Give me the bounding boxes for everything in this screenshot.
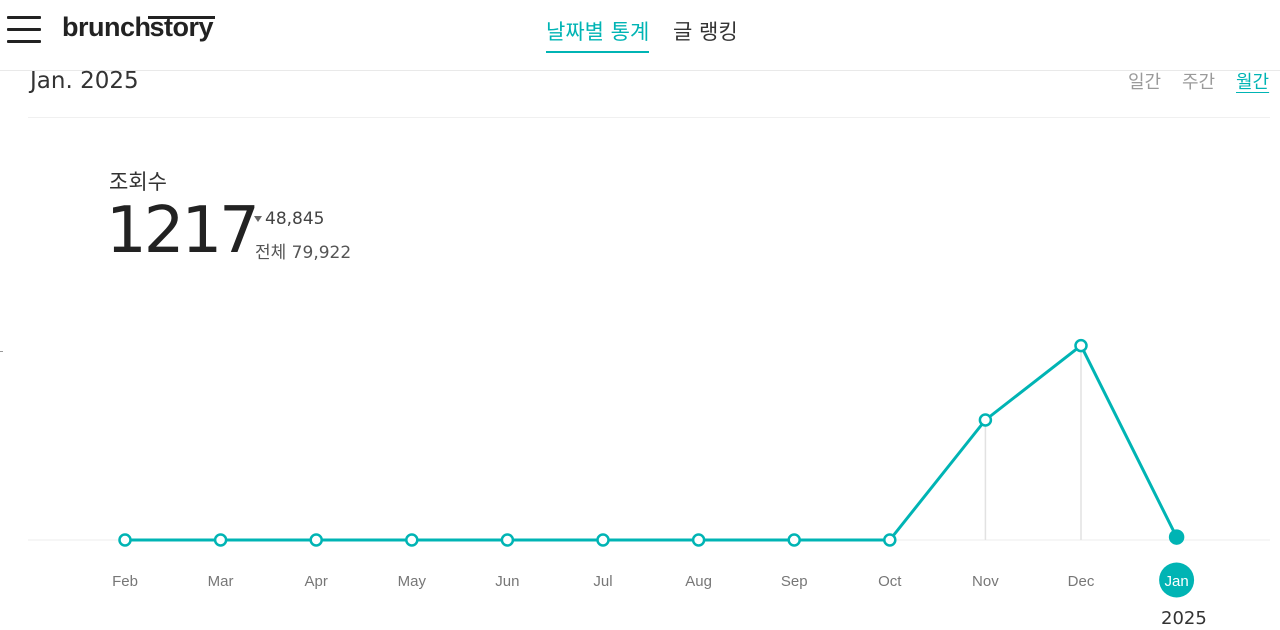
data-point-jul[interactable] xyxy=(596,533,610,547)
axis-tick-mark xyxy=(0,351,3,352)
data-point-sep[interactable] xyxy=(787,533,801,547)
data-point-apr[interactable] xyxy=(309,533,323,547)
data-point-jan[interactable] xyxy=(1168,529,1185,545)
x-axis-label-nov[interactable]: Nov xyxy=(972,573,999,590)
period-weekly[interactable]: 주간 xyxy=(1182,72,1216,93)
top-bar: brunchstory 날짜별 통계 글 랭킹 xyxy=(0,0,1280,71)
data-point-nov[interactable] xyxy=(978,413,993,427)
x-axis-label-oct[interactable]: Oct xyxy=(878,573,902,590)
views-label: 조회수 xyxy=(109,170,167,194)
x-axis-label-apr[interactable]: Apr xyxy=(305,573,328,590)
x-axis-label-may[interactable]: May xyxy=(398,573,427,590)
period-title: Jan. 2025 xyxy=(30,68,139,94)
data-point-may[interactable] xyxy=(405,533,419,547)
data-point-dec[interactable] xyxy=(1074,338,1088,353)
selected-month-badge[interactable] xyxy=(1159,562,1195,598)
divider xyxy=(28,117,1270,118)
x-axis-label-sep[interactable]: Sep xyxy=(781,573,808,590)
views-value: 1217 xyxy=(106,194,260,268)
data-point-oct[interactable] xyxy=(883,533,897,547)
data-point-jun[interactable] xyxy=(500,533,515,547)
logo-brunch-text: brunch xyxy=(62,12,151,42)
x-axis-label-jun[interactable]: Jun xyxy=(495,573,519,590)
year-label: 2025 xyxy=(1161,608,1207,629)
data-point-feb[interactable] xyxy=(118,533,132,547)
period-daily[interactable]: 일간 xyxy=(1128,72,1162,93)
period-monthly[interactable]: 월간 xyxy=(1236,72,1270,93)
logo-story-text: story xyxy=(147,12,215,42)
views-change: 48,845 xyxy=(254,209,324,229)
x-axis-label-mar[interactable]: Mar xyxy=(208,573,234,590)
x-axis-label-jan[interactable]: Jan xyxy=(1165,573,1189,590)
series-line xyxy=(125,344,1178,542)
brunch-story-logo[interactable]: brunchstory xyxy=(62,12,215,43)
data-point-aug[interactable] xyxy=(691,533,706,547)
tab-post-ranking[interactable]: 글 랭킹 xyxy=(673,20,738,44)
data-point-mar[interactable] xyxy=(213,533,228,547)
x-axis-label-feb[interactable]: Feb xyxy=(112,573,138,590)
views-change-value: 48,845 xyxy=(265,209,325,229)
down-triangle-icon xyxy=(254,216,262,222)
hamburger-menu-icon[interactable] xyxy=(7,14,41,46)
x-axis-label-aug[interactable]: Aug xyxy=(685,573,712,590)
views-total: 전체 79,922 xyxy=(255,243,352,263)
x-axis-label-jul[interactable]: Jul xyxy=(593,573,612,590)
x-axis-label-dec[interactable]: Dec xyxy=(1068,573,1095,590)
tab-daily-stats[interactable]: 날짜별 통계 xyxy=(546,16,650,53)
